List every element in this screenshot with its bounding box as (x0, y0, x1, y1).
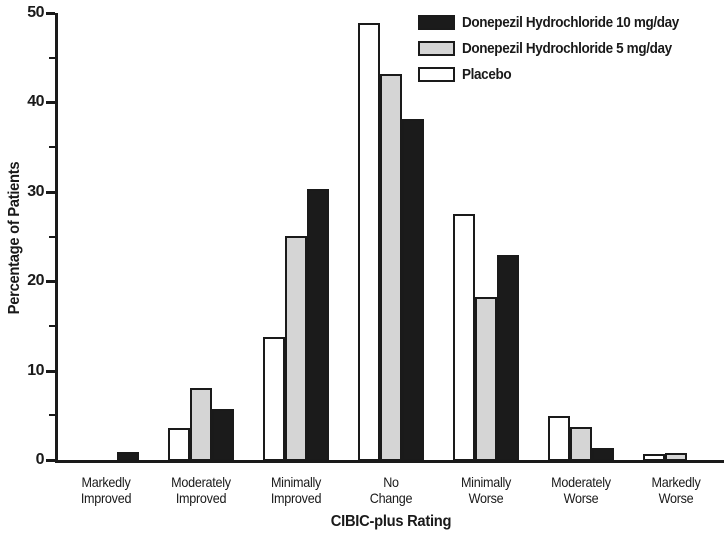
bar-donepezil-hydrochloride-10-mg-day (402, 119, 424, 461)
bar-placebo (263, 337, 285, 461)
x-category-label: Minimally Worse (460, 474, 512, 506)
legend-label: Donepezil Hydrochloride 10 mg/day (462, 14, 679, 31)
legend-swatch (418, 67, 455, 82)
bar-placebo (548, 416, 570, 461)
y-major-tick (46, 101, 55, 105)
legend: Donepezil Hydrochloride 10 mg/day Donepez… (418, 14, 703, 92)
bar-donepezil-hydrochloride-5-mg-day (570, 427, 592, 461)
x-category-label: Markedly Improved (80, 474, 132, 506)
y-minor-tick (49, 56, 55, 59)
legend-swatch (418, 15, 455, 30)
y-tick-label: 30 (27, 182, 44, 200)
legend-row: Placebo (418, 66, 703, 83)
bar-donepezil-hydrochloride-10-mg-day (307, 189, 329, 461)
legend-label: Placebo (462, 66, 512, 83)
y-tick-label: 0 (35, 451, 45, 468)
bar-donepezil-hydrochloride-5-mg-day (285, 236, 307, 461)
legend-label: Donepezil Hydrochloride 5 mg/day (462, 40, 672, 57)
y-major-tick (46, 459, 55, 462)
y-tick-label: 10 (27, 361, 44, 379)
bar-donepezil-hydrochloride-10-mg-day (212, 409, 234, 461)
y-tick-label: 40 (27, 93, 44, 111)
y-minor-tick (49, 324, 55, 327)
x-axis-line (55, 460, 724, 463)
y-tick-label: 50 (27, 4, 44, 21)
y-axis-line (55, 13, 58, 463)
x-category-label: Minimally Improved (270, 474, 322, 506)
x-category-label: No Change (369, 474, 413, 506)
legend-swatch (418, 41, 455, 56)
bar-placebo (168, 428, 190, 461)
bar-donepezil-hydrochloride-5-mg-day (380, 74, 402, 461)
x-axis-title: CIBIC-plus Rating (330, 513, 452, 530)
bar-placebo (453, 214, 475, 461)
bar-donepezil-hydrochloride-5-mg-day (190, 388, 212, 461)
legend-row: Donepezil Hydrochloride 5 mg/day (418, 40, 703, 57)
y-major-tick (46, 280, 55, 284)
y-major-tick (46, 369, 55, 373)
x-category-label: Markedly Worse (651, 474, 701, 506)
legend-row: Donepezil Hydrochloride 10 mg/day (418, 14, 703, 31)
bar-donepezil-hydrochloride-5-mg-day (475, 297, 497, 461)
bar-placebo (358, 23, 380, 461)
bar-donepezil-hydrochloride-10-mg-day (497, 255, 519, 461)
x-category-label: Moderately Worse (551, 474, 611, 506)
x-category-label: Moderately Improved (171, 474, 231, 506)
y-major-tick (46, 12, 55, 15)
y-minor-tick (49, 235, 55, 238)
y-major-tick (46, 190, 55, 194)
y-minor-tick (49, 414, 55, 417)
y-minor-tick (49, 146, 55, 149)
y-tick-label: 20 (27, 272, 44, 290)
